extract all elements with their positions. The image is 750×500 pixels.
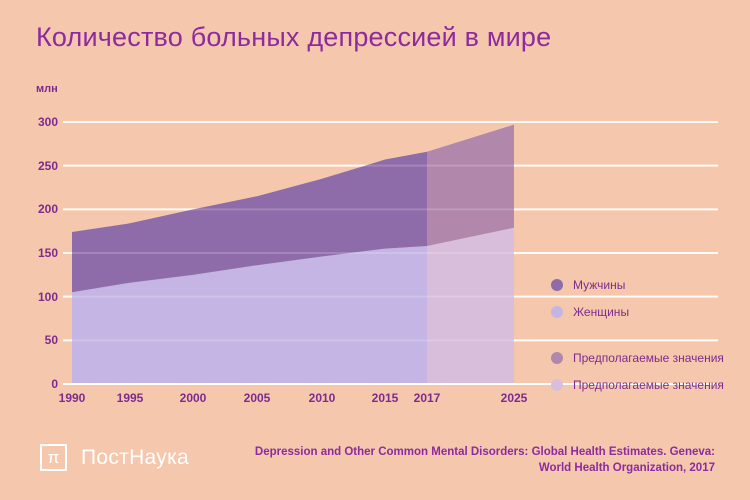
- x-tick-label: 2015: [371, 391, 399, 405]
- women-color-dot-icon: [551, 306, 563, 318]
- men-forecast-color-dot-icon: [551, 352, 563, 364]
- y-tick-label: 0: [51, 377, 58, 391]
- legend-item-men-forecast: Предполагаемые значения: [551, 351, 724, 365]
- y-tick-label: 300: [37, 115, 58, 129]
- legend-label: Предполагаемые значения: [573, 378, 724, 392]
- y-tick-label: 250: [37, 158, 58, 173]
- x-tick-label: 2025: [500, 391, 528, 405]
- area-women-forecast: [427, 227, 514, 383]
- x-tick-label: 1995: [116, 391, 144, 405]
- x-tick-label: 2017: [413, 391, 441, 405]
- x-tick-label: 2010: [308, 391, 336, 405]
- legend-label: Мужчины: [573, 278, 626, 292]
- x-tick-label: 1990: [58, 391, 86, 405]
- source-line-1: Depression and Other Common Mental Disor…: [254, 446, 715, 458]
- pi-glyph: π: [47, 448, 60, 467]
- source-line-2: World Health Organization, 2017: [538, 462, 715, 474]
- logo-wordmark: ПостНаука: [81, 445, 190, 469]
- x-tick-label: 2000: [179, 391, 207, 405]
- source-citation: Depression and Other Common Mental Disor…: [255, 444, 715, 476]
- x-tick-label: 2005: [243, 391, 271, 405]
- postnauka-logo: π ПостНаука: [40, 444, 189, 471]
- legend-item-women: Женщины: [551, 305, 629, 319]
- legend-item-men: Мужчины: [551, 278, 625, 292]
- chart-title: Количество больных депрессией в мире: [36, 22, 552, 52]
- y-tick-label: 200: [37, 202, 58, 217]
- area-women-historical: [72, 246, 427, 383]
- legend-label: Предполагаемые значения: [573, 351, 724, 365]
- y-axis-unit-label: млн: [36, 83, 58, 95]
- y-tick-label: 50: [44, 333, 58, 348]
- pi-logo-icon: π: [40, 444, 67, 471]
- area-men-forecast: [427, 124, 514, 247]
- y-tick-label: 100: [37, 289, 58, 304]
- legend-item-women-forecast: Предполагаемые значения: [551, 378, 724, 392]
- legend-label: Женщины: [573, 305, 630, 319]
- men-color-dot-icon: [551, 279, 563, 291]
- women-forecast-color-dot-icon: [551, 379, 563, 391]
- y-tick-label: 150: [37, 246, 58, 260]
- area-men-historical: [72, 151, 427, 293]
